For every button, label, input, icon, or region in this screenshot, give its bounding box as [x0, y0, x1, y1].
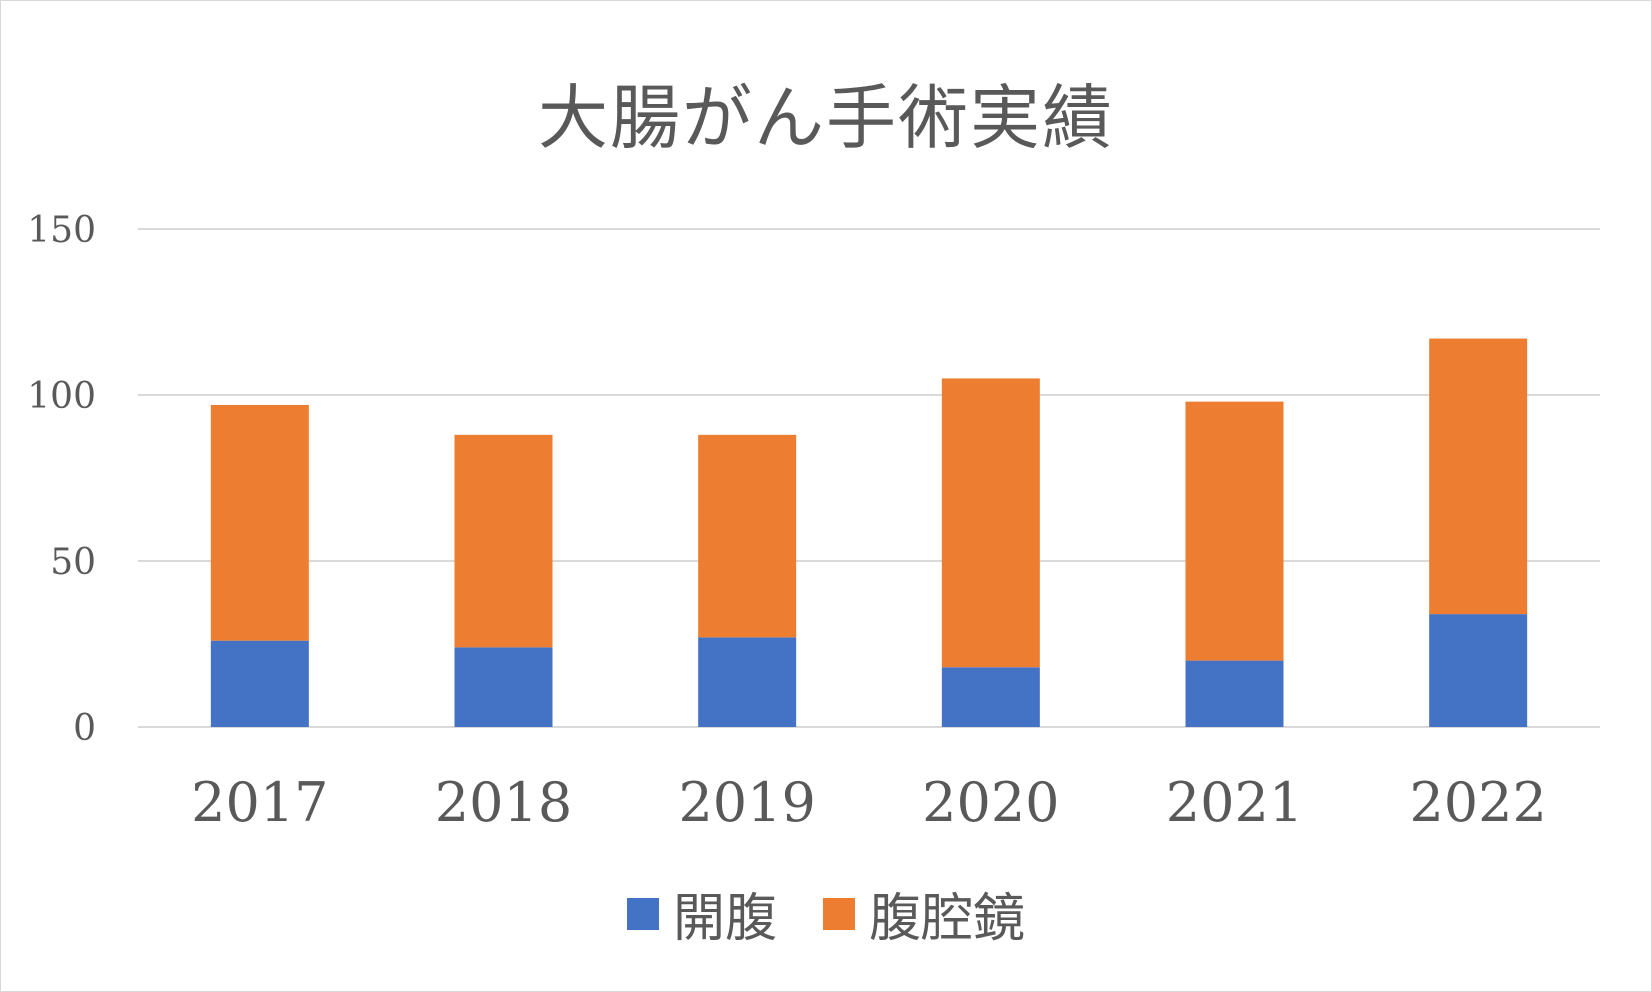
bar-2019-series-0 [698, 637, 797, 727]
y-tick-label: 50 [50, 542, 96, 583]
x-axis-ticks: 2017 2018 2019 2020 2021 2022 [191, 771, 1547, 834]
bars-layer [210, 338, 1528, 727]
chart-title: 大腸がん手術実績 [538, 77, 1114, 159]
bar-2022-series-1 [1429, 338, 1528, 615]
y-tick-label: 100 [27, 376, 96, 417]
x-tick-label: 2020 [922, 771, 1059, 834]
bar-2017-series-1 [210, 404, 309, 641]
legend-label-open-surgery: 開腹 [672, 889, 777, 949]
bar-2021-series-1 [1185, 401, 1284, 661]
bar-2019-series-1 [698, 434, 797, 638]
bar-2021-series-0 [1185, 660, 1284, 727]
x-tick-label: 2019 [678, 771, 815, 834]
legend: 開腹 腹腔鏡 [0, 876, 1652, 951]
legend-item-open-surgery: 開腹 [626, 876, 777, 951]
x-tick-label: 2018 [435, 771, 572, 834]
y-tick-label: 0 [73, 708, 96, 749]
grid-layer [138, 228, 1600, 728]
legend-label-laparoscopic: 腹腔鏡 [869, 889, 1026, 949]
y-axis-ticks: 0 50 100 150 [27, 210, 96, 749]
bar-2017-series-0 [210, 640, 309, 727]
bar-2020-series-1 [941, 378, 1040, 668]
y-tick-label: 150 [27, 210, 96, 251]
x-tick-label: 2022 [1409, 771, 1546, 834]
legend-swatch-open-surgery [626, 897, 659, 930]
bar-2018-series-0 [454, 647, 553, 727]
legend-swatch-laparoscopic [823, 897, 855, 930]
bar-2018-series-1 [454, 434, 553, 648]
x-tick-label: 2021 [1166, 771, 1303, 834]
legend-item-laparoscopic: 腹腔鏡 [823, 876, 1025, 951]
x-tick-label: 2017 [191, 771, 328, 834]
bar-2020-series-0 [941, 667, 1040, 727]
bar-2022-series-0 [1429, 614, 1528, 727]
